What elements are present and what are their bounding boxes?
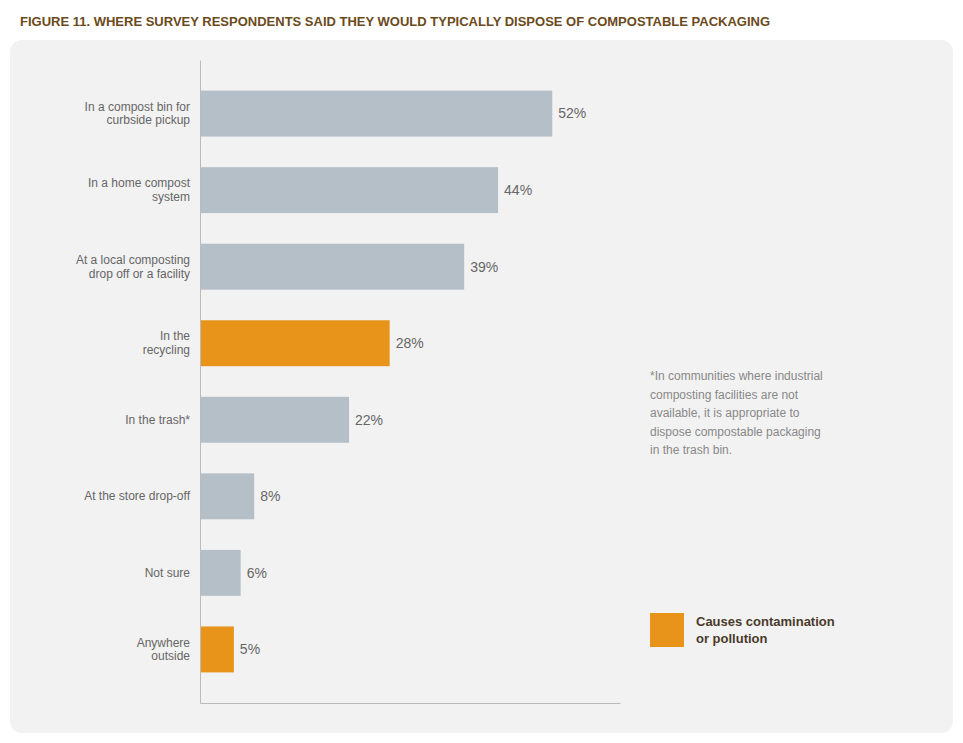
bar [200,167,498,213]
data-label: 8% [260,488,280,504]
y-tick-label: At a local compostingdrop off or a facil… [76,253,190,281]
bar [200,397,349,443]
title: FIGURE 11. WHERE SURVEY RESPONDENTS SAID… [20,14,770,29]
data-label: 39% [470,259,498,275]
chart: FIGURE 11. WHERE SURVEY RESPONDENTS SAID… [0,0,963,743]
bars [200,91,552,673]
y-tick-label: At the store drop-off [84,489,191,503]
legend-swatch [650,613,684,647]
x-axis-line [201,703,621,704]
data-label: 44% [504,182,532,198]
y-axis-line [200,61,201,704]
bar [200,244,464,290]
plot: 52% 44% 39% 28% 22% 8% 6% 5% In a compost bin fo… [76,61,621,704]
x-axis [201,703,621,704]
data-label: 28% [396,335,424,351]
y-tick-label: Not sure [145,566,191,580]
background [10,40,953,733]
y-tick: In the trash* [125,413,200,427]
y-tick: In therecycling [143,329,200,357]
y-axis: In a compost bin forcurbside pickup In a … [76,61,201,704]
data-label: 5% [240,641,260,657]
legend-label: Causes contaminationor pollution [696,614,835,646]
y-tick: At the store drop-off [84,489,200,503]
data-labels: 52% 44% 39% 28% 22% 8% 6% 5% [240,105,586,657]
y-tick-label: Anywhereoutside [137,636,191,664]
footnote: *In communities where industrialcomposti… [650,369,823,457]
data-label: 52% [558,105,586,121]
y-tick-label: In therecycling [143,329,191,357]
data-label: 6% [247,565,267,581]
y-tick: In a home compostsystem [88,176,200,204]
y-tick: Not sure [145,566,200,580]
y-tick-label: In the trash* [125,413,190,427]
y-tick-label: In a compost bin forcurbside pickup [85,100,191,128]
bar [200,550,241,596]
bar [200,91,552,137]
y-tick: At a local compostingdrop off or a facil… [76,253,200,281]
y-tick: Anywhereoutside [137,636,200,664]
bar [200,473,254,519]
bar [200,320,390,366]
y-tick: In a compost bin forcurbside pickup [85,100,200,128]
data-label: 22% [355,412,383,428]
legend: Causes contaminationor pollution [650,613,835,647]
y-tick-label: In a home compostsystem [88,176,191,204]
bar [200,626,234,672]
